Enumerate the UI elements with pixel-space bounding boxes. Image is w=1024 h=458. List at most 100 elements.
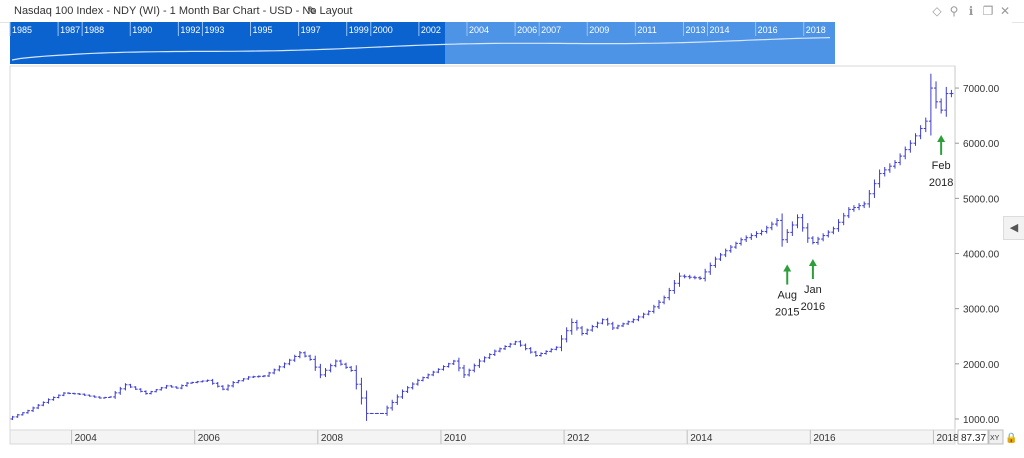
ohlc-bar bbox=[236, 379, 241, 384]
ohlc-bar bbox=[261, 375, 266, 378]
ohlc-bar bbox=[646, 310, 651, 316]
ohlc-bar bbox=[415, 378, 420, 386]
ohlc-bar bbox=[533, 350, 538, 357]
ohlc-bar bbox=[210, 378, 215, 385]
ohlc-bar bbox=[36, 404, 41, 410]
ohlc-bar bbox=[538, 352, 543, 357]
ohlc-bar bbox=[338, 359, 343, 366]
ohlc-bar bbox=[759, 229, 764, 236]
ohlc-bar bbox=[51, 396, 56, 401]
arrow-up-icon bbox=[783, 264, 792, 272]
ohlc-bar bbox=[118, 386, 123, 395]
ohlc-bar bbox=[949, 89, 954, 98]
restore-icon[interactable]: ❐ bbox=[982, 4, 994, 18]
ohlc-bar bbox=[503, 345, 508, 351]
ohlc-bar bbox=[708, 262, 713, 275]
ohlc-bar bbox=[698, 276, 703, 280]
x-tick-label: 2010 bbox=[444, 433, 467, 444]
ohlc-bar bbox=[615, 324, 620, 330]
ohlc-bar bbox=[333, 359, 338, 368]
pencil-icon[interactable]: ✎ bbox=[307, 4, 318, 18]
ohlc-bar bbox=[282, 362, 287, 369]
ohlc-bar bbox=[246, 376, 251, 380]
ohlc-bar bbox=[574, 319, 579, 331]
annotation-year: 2015 bbox=[775, 307, 799, 319]
ohlc-bar bbox=[97, 396, 102, 399]
ohlc-bar bbox=[41, 401, 46, 407]
ohlc-bar bbox=[754, 231, 759, 238]
ohlc-bar bbox=[528, 347, 533, 354]
ohlc-bar bbox=[113, 390, 118, 399]
navigator-year-label: 1999 bbox=[349, 25, 369, 35]
ohlc-bar bbox=[944, 86, 949, 117]
y-tick-label: 7000.00 bbox=[963, 84, 1000, 95]
ohlc-bar bbox=[898, 153, 903, 166]
ohlc-bar bbox=[682, 274, 687, 279]
ohlc-bar bbox=[102, 396, 107, 399]
navigator-year-label: 2013 bbox=[685, 25, 705, 35]
ohlc-bar bbox=[590, 324, 595, 332]
ohlc-bar bbox=[928, 73, 933, 136]
ohlc-bar bbox=[200, 380, 205, 383]
ohlc-bar bbox=[703, 268, 708, 282]
ohlc-bar bbox=[585, 328, 590, 335]
ohlc-bar bbox=[174, 386, 179, 389]
ohlc-bar bbox=[836, 219, 841, 232]
arrow-up-icon bbox=[808, 259, 817, 267]
ohlc-bar bbox=[497, 347, 502, 353]
ohlc-bar bbox=[410, 382, 415, 390]
ohlc-bar bbox=[220, 385, 225, 391]
ohlc-bar bbox=[636, 315, 641, 322]
ohlc-bar bbox=[554, 346, 559, 351]
ohlc-bar bbox=[56, 394, 61, 399]
ohlc-bar bbox=[77, 393, 82, 395]
ohlc-bar bbox=[918, 125, 923, 140]
close-icon[interactable]: ✕ bbox=[999, 4, 1011, 18]
xy-button: XY bbox=[990, 435, 1000, 442]
pin-icon[interactable]: ⚲ bbox=[949, 4, 959, 18]
plot-area bbox=[9, 65, 956, 431]
y-tick-label: 1000.00 bbox=[963, 415, 1000, 426]
ohlc-bar bbox=[364, 390, 369, 421]
ohlc-bar bbox=[231, 380, 236, 388]
info-icon[interactable]: ℹ bbox=[968, 4, 974, 18]
ohlc-bar bbox=[426, 373, 431, 379]
ohlc-bar bbox=[400, 389, 405, 399]
ohlc-bar bbox=[621, 322, 626, 328]
ohlc-bar bbox=[328, 363, 333, 373]
ohlc-bar bbox=[939, 98, 944, 114]
x-tick-label: 2006 bbox=[198, 433, 221, 444]
ohlc-bar bbox=[800, 213, 805, 232]
ohlc-bar bbox=[431, 370, 436, 377]
y-tick-label: 3000.00 bbox=[963, 305, 1000, 316]
annotation: Aug 2015 bbox=[775, 264, 799, 319]
time-navigator[interactable]: 1985 1987 1988 1990 1992 1993 1995 1997 1999 2000… bbox=[0, 0, 1024, 64]
ohlc-bar bbox=[313, 355, 318, 371]
diamond-icon[interactable]: ◇ bbox=[932, 4, 942, 18]
ohlc-bar bbox=[108, 396, 113, 399]
ohlc-bar bbox=[692, 275, 697, 280]
ohlc-bar bbox=[292, 354, 297, 362]
navigator-year-label: 1987 bbox=[60, 25, 80, 35]
navigator-year-label: 2011 bbox=[637, 25, 656, 35]
ohlc-bar bbox=[179, 384, 184, 390]
ohlc-bar bbox=[190, 381, 195, 384]
ohlc-bar bbox=[72, 392, 77, 395]
x-tick-label: 2004 bbox=[75, 433, 98, 444]
ohlc-bars bbox=[10, 73, 954, 421]
annotation: Jan 2016 bbox=[801, 259, 825, 313]
ohlc-bar bbox=[651, 304, 656, 314]
ohlc-bar bbox=[851, 205, 856, 212]
chevron-left-icon[interactable]: ◀ bbox=[1003, 216, 1024, 240]
ohlc-bar bbox=[256, 375, 261, 378]
ohlc-bar bbox=[46, 398, 51, 404]
xy-button-box bbox=[988, 429, 1004, 445]
ohlc-bar bbox=[826, 230, 831, 238]
ohlc-bar bbox=[133, 386, 138, 390]
ohlc-bar bbox=[862, 201, 867, 209]
ohlc-bar bbox=[595, 321, 600, 329]
annotation-month: Feb bbox=[932, 160, 951, 172]
navigator-year-label: 2014 bbox=[710, 25, 730, 35]
arrow-up-icon bbox=[937, 134, 946, 142]
